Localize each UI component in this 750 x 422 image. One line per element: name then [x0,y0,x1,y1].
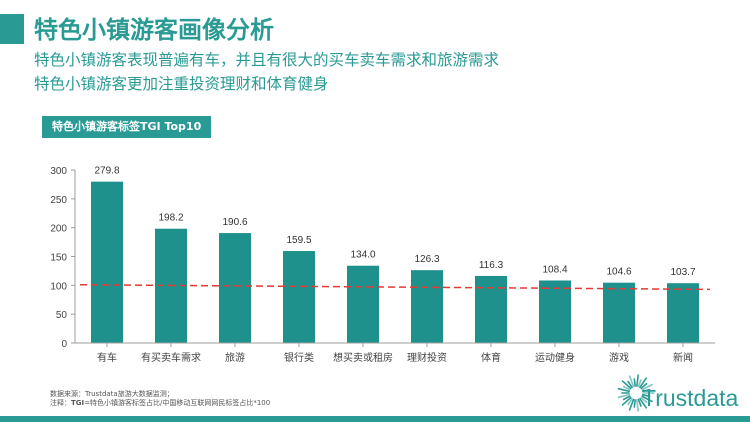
logo-ray [641,388,651,393]
x-tick-label: 体育 [481,351,501,364]
bar [539,280,571,343]
y-tick-label: 50 [56,310,68,321]
x-axis: 有车 有买卖车需求 旅游 银行类 想买卖或租房 理财投资 体育 运动健身 游戏 新闻 [75,342,715,364]
starburst-logo-icon [617,374,655,412]
bar [283,251,315,343]
x-tick-label: 理财投资 [407,351,447,364]
logo-ray [639,377,648,389]
bar [475,275,507,343]
logo-ray [641,393,651,398]
logo-ray [617,393,631,399]
logo-ray [628,375,635,388]
x-tick-label: 有买卖车需求 [141,351,201,364]
logo-ray [637,398,642,407]
logo-ray [633,399,636,408]
x-tick-label: 有车 [97,351,117,364]
x-tick-label: 运动健身 [535,351,575,364]
logo-ray [621,396,632,406]
data-label: 103.7 [670,267,695,278]
x-tick-label: 想买卖或租房 [333,351,393,364]
data-label: 190.6 [222,217,247,228]
bar [347,265,379,343]
logo-ray [622,385,631,391]
data-label: 116.3 [479,260,504,271]
page-subtitle-1: 特色小镇游客表现普遍有车，并且有很大的买车卖车需求和旅游需求 [34,51,500,69]
footnote-formula: =特色小镇游客标签占比/中国移动互联网网民标签占比*100 [84,399,271,407]
y-tick-label: 0 [61,339,67,350]
footnote-source: 数据来源：Trustdata旅游大数据监测； [50,390,174,398]
data-label: 126.3 [414,254,439,265]
page-title: 特色小镇游客画像分析 [34,16,274,44]
bar-chart: 0 50 100 150 200 250 300 279.8 198.2 190.6 159.5 1… [50,166,715,364]
logo-ray [627,397,633,406]
logo-ray [636,399,639,412]
logo-ray [641,383,653,391]
logo-ray [621,380,632,390]
logo-ray [633,378,636,387]
y-tick-label: 100 [50,281,67,292]
y-tick-label: 300 [50,166,67,177]
data-labels: 279.8 198.2 190.6 159.5 134.0 126.3 116.3 108.4… [94,166,695,279]
logo-ray [622,395,631,401]
data-label: 108.4 [542,264,567,275]
x-tick-label: 游戏 [609,351,629,364]
x-tick-label: 新闻 [673,351,693,364]
data-label: 198.2 [158,213,183,224]
logo-ray [639,397,648,409]
logo-ray [636,374,639,387]
footnote-tgi: TGI [71,399,85,407]
data-label: 134.0 [350,250,375,261]
logo-ray [637,379,642,388]
y-tick-label: 200 [50,224,67,235]
logo-ray [627,380,633,389]
data-label: 159.5 [286,235,311,246]
bottom-accent-line [0,416,750,422]
logo-ray [641,395,653,403]
logo-text: Trustdata [642,385,739,411]
footnote-note: 注释：TGI=特色小镇游客标签占比/中国移动互联网网民标签占比*100 [50,398,270,408]
data-label: 279.8 [94,166,119,177]
x-tick-label: 旅游 [225,351,245,364]
reference-line-group [79,284,711,291]
data-label: 104.6 [606,267,631,278]
bar [603,282,635,343]
logo-ray [640,382,648,390]
page-subtitle-2: 特色小镇游客更加注重投资理财和体育健身 [34,75,329,93]
reference-line [79,284,711,291]
bar-series [91,181,699,343]
y-axis: 0 50 100 150 200 250 300 [50,166,76,350]
bar [411,270,443,343]
logo-ray [640,396,648,404]
footnote-prefix: 注释： [50,399,71,407]
bar [219,233,251,343]
title-accent-bar [0,14,24,44]
chart-tag: 特色小镇游客标签TGI Top10 [42,116,212,138]
logo-ray [617,387,631,393]
x-tick-label: 银行类 [284,351,314,364]
bar [91,181,123,343]
y-tick-label: 150 [50,253,67,264]
bar [667,283,699,343]
logo-ray [628,398,635,411]
y-tick-label: 250 [50,195,67,206]
